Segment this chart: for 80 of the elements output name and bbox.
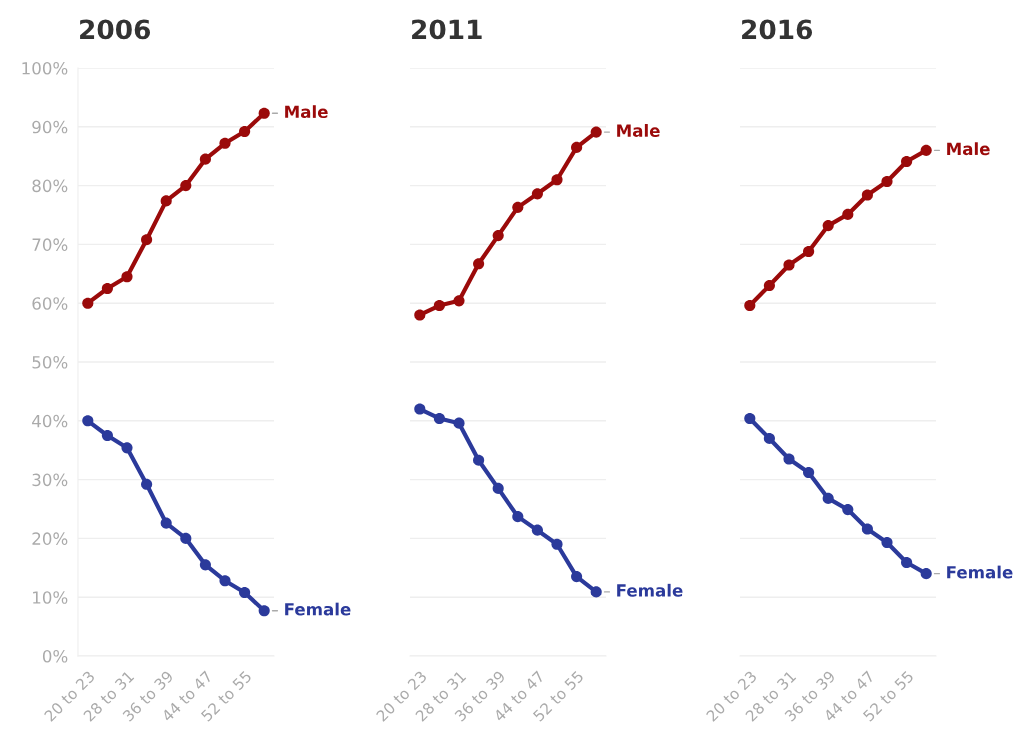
point xyxy=(473,258,485,270)
point xyxy=(901,556,913,569)
point xyxy=(783,259,795,271)
point xyxy=(82,297,94,309)
point xyxy=(101,282,113,295)
chart-title: 2016 xyxy=(742,19,813,40)
point xyxy=(531,188,543,200)
y-tick-label: 60% xyxy=(32,297,68,310)
point xyxy=(590,586,602,598)
series-label: Male xyxy=(947,142,990,156)
y-tick-label: 90% xyxy=(32,120,68,134)
point xyxy=(492,230,504,242)
point xyxy=(783,453,795,465)
point xyxy=(881,175,893,188)
series-label: Female xyxy=(617,583,683,597)
point xyxy=(239,125,251,138)
point xyxy=(861,523,873,535)
point xyxy=(822,220,834,232)
series-label: Male xyxy=(617,124,660,137)
point xyxy=(258,107,270,119)
point xyxy=(473,454,485,466)
y-tick-label: 50% xyxy=(32,355,68,369)
point xyxy=(141,234,153,246)
point xyxy=(803,466,815,479)
point xyxy=(920,568,932,580)
point xyxy=(258,605,270,617)
point xyxy=(822,492,834,504)
point xyxy=(414,309,426,321)
point xyxy=(453,295,465,307)
point xyxy=(551,538,563,550)
point xyxy=(763,432,775,444)
point xyxy=(180,180,192,192)
series-label: Male xyxy=(285,105,328,119)
point xyxy=(512,511,524,523)
point xyxy=(803,245,815,258)
point xyxy=(842,504,854,516)
point xyxy=(180,532,192,544)
point xyxy=(861,189,873,201)
point xyxy=(199,153,211,165)
point xyxy=(901,155,913,168)
point xyxy=(82,415,94,427)
point xyxy=(744,300,756,312)
point xyxy=(141,478,153,490)
point xyxy=(219,575,231,587)
point xyxy=(160,517,172,529)
y-tick-label: 40% xyxy=(32,414,68,428)
chart-title: 2011 xyxy=(412,19,482,40)
point xyxy=(744,412,756,424)
y-tick-label: 100% xyxy=(22,61,68,75)
point xyxy=(551,174,563,186)
point xyxy=(763,280,775,292)
point xyxy=(239,586,251,599)
point xyxy=(590,126,602,138)
point xyxy=(121,442,133,454)
point xyxy=(881,536,893,549)
point xyxy=(492,482,504,494)
point xyxy=(160,195,172,207)
y-tick-label: 30% xyxy=(32,473,68,487)
point xyxy=(531,524,543,536)
point xyxy=(101,429,113,442)
series-label: Female xyxy=(947,565,1013,579)
point xyxy=(453,417,465,429)
point xyxy=(199,559,211,571)
point xyxy=(842,208,854,220)
point xyxy=(414,403,426,415)
point xyxy=(433,300,445,312)
point xyxy=(512,201,524,213)
y-tick-label: 20% xyxy=(32,532,68,545)
y-tick-label: 10% xyxy=(33,591,68,604)
point xyxy=(433,412,445,424)
point xyxy=(571,571,583,583)
y-tick-label: 0% xyxy=(42,649,68,663)
point xyxy=(920,144,932,156)
chart-title: 2006 xyxy=(80,19,151,40)
point xyxy=(571,141,583,153)
y-tick-label: 80% xyxy=(32,179,68,193)
point xyxy=(121,271,133,283)
y-tick-label: 70% xyxy=(32,238,68,251)
point xyxy=(219,137,231,149)
series-label: Female xyxy=(285,602,351,616)
